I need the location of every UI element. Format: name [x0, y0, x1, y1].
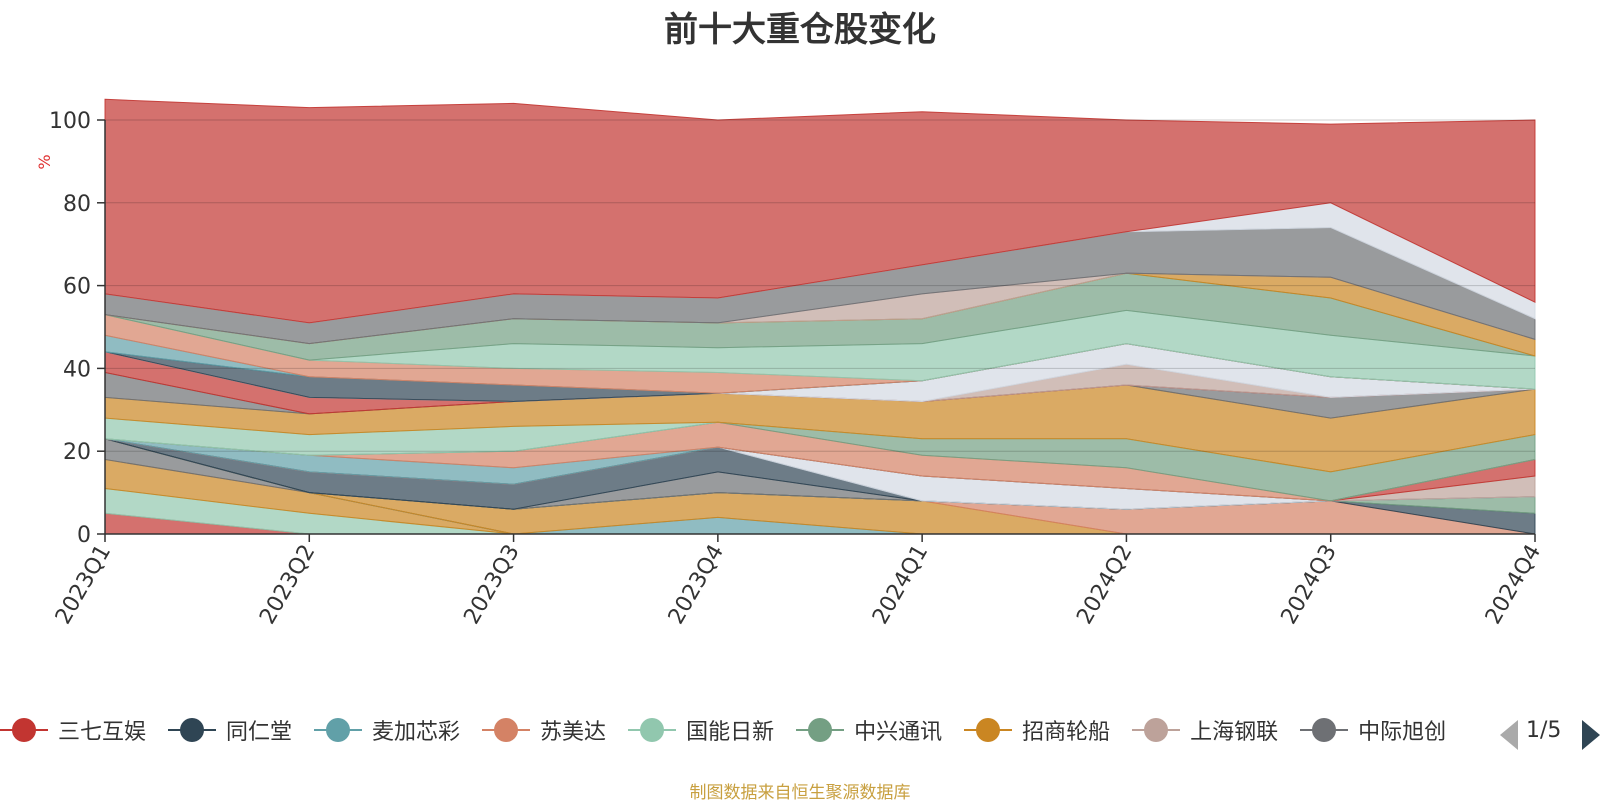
- x-tick-label: 2023Q2: [255, 541, 320, 629]
- legend-item[interactable]: 中兴通讯: [796, 714, 942, 746]
- x-tick-label: 2023Q1: [51, 541, 116, 629]
- x-tick-label: 2023Q4: [664, 541, 729, 629]
- legend-label: 国能日新: [686, 720, 775, 745]
- y-tick-label: 60: [63, 275, 91, 300]
- y-tick-label: 0: [77, 523, 91, 548]
- legend-label: 苏美达: [540, 720, 607, 745]
- y-tick-label: 20: [63, 440, 91, 465]
- legend-marker-icon: [0, 718, 48, 742]
- legend-item[interactable]: 苏美达: [482, 714, 606, 746]
- legend-label: 麦加芯彩: [372, 720, 461, 745]
- legend-item[interactable]: 三七互娱: [0, 714, 146, 746]
- x-tick-label: 2024Q1: [868, 541, 933, 629]
- legend-marker-icon: [482, 718, 531, 742]
- pager-text: 1/5: [1526, 718, 1562, 743]
- pager-next-arrow-icon[interactable]: [1582, 720, 1600, 750]
- legend-marker-icon: [796, 718, 845, 742]
- legend-marker-icon: [1132, 718, 1181, 742]
- legend-item[interactable]: 同仁堂: [168, 714, 292, 746]
- x-tick-label: 2023Q3: [459, 541, 524, 629]
- y-tick-label: 100: [49, 109, 91, 134]
- legend-item[interactable]: 招商轮船: [964, 714, 1110, 746]
- legend-marker-icon: [628, 718, 677, 742]
- legend-marker-icon: [1300, 718, 1349, 742]
- legend-label: 上海钢联: [1190, 720, 1279, 745]
- source-note: 制图数据来自恒生聚源数据库: [689, 783, 911, 803]
- x-tick-label: 2024Q2: [1072, 541, 1137, 629]
- legend-item[interactable]: 上海钢联: [1132, 714, 1278, 746]
- legend-item[interactable]: 麦加芯彩: [314, 714, 460, 746]
- legend-pager: 1/5: [1500, 718, 1600, 754]
- pager-prev-arrow-icon[interactable]: [1500, 720, 1518, 750]
- chart-title: 前十大重仓股变化: [664, 10, 936, 50]
- legend-marker-icon: [314, 718, 363, 742]
- legend-label: 三七互娱: [58, 720, 147, 745]
- legend-item[interactable]: 国能日新: [628, 714, 774, 746]
- legend-label: 中兴通讯: [854, 720, 943, 745]
- legend-marker-icon: [168, 718, 217, 742]
- grid-layer: [105, 119, 1535, 452]
- legend-label: 同仁堂: [226, 720, 293, 745]
- legend-marker-icon: [964, 718, 1013, 742]
- legend-item[interactable]: 中际旭创: [1300, 714, 1446, 746]
- legend-label: 招商轮船: [1022, 720, 1111, 745]
- y-axis-label: %: [35, 154, 54, 169]
- areas-layer: [104, 98, 1536, 535]
- x-tick-label: 2024Q4: [1481, 541, 1546, 629]
- x-tick-label: 2024Q3: [1277, 541, 1342, 629]
- stacked-area-chart: 0 20 40 60 80 100% 2023Q1 2023Q2 2023Q3 2023Q4 202…: [35, 98, 1546, 629]
- legend-label: 中际旭创: [1358, 720, 1447, 745]
- area-series-32[interactable]: [104, 98, 1536, 324]
- legend: 三七互娱 同仁堂 麦加芯彩 苏美达 国能日新 中兴通讯 招商轮船 上海钢联 中际旭创: [0, 714, 1486, 754]
- y-tick-label: 40: [63, 357, 91, 382]
- y-tick-label: 80: [63, 192, 91, 217]
